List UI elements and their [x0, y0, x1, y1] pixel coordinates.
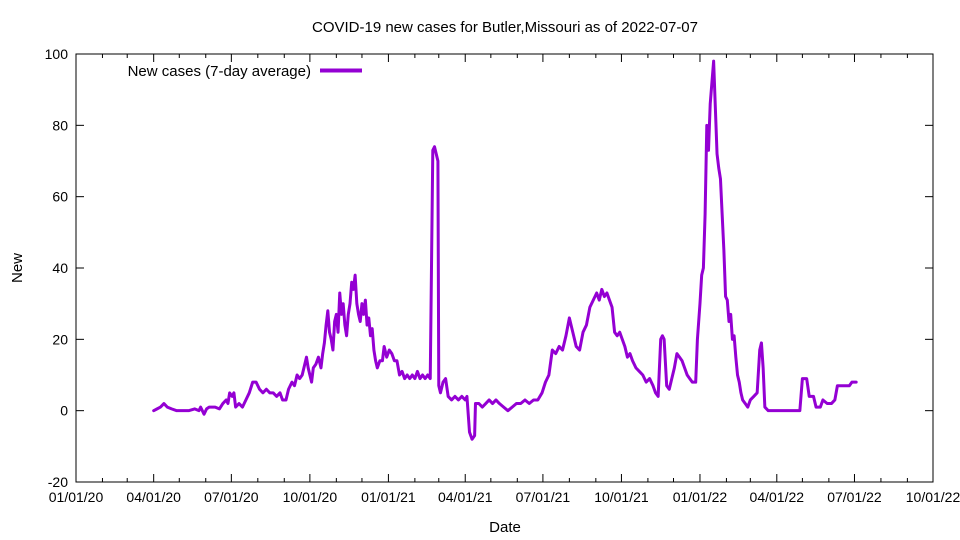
x-tick-label: 01/01/21: [361, 489, 416, 505]
x-tick-label: 07/01/20: [204, 489, 259, 505]
x-tick-label: 04/01/21: [438, 489, 493, 505]
plot-frame: [75, 53, 934, 483]
x-tick-label: 04/01/20: [126, 489, 181, 505]
x-tick-label: 07/01/21: [516, 489, 571, 505]
series-line-new-cases: [152, 59, 858, 441]
y-tick-label: 20: [52, 331, 68, 347]
legend-label: New cases (7-day average): [128, 63, 311, 80]
y-axis-tick-labels: -20 0 20 40 60 80 100: [45, 46, 69, 490]
y-tick-label: 60: [52, 189, 68, 205]
y-tick-label: 80: [52, 117, 68, 133]
x-tick-label: 10/01/20: [283, 489, 338, 505]
chart-title: COVID-19 new cases for Butler,Missouri a…: [312, 19, 698, 36]
x-tick-label: 10/01/22: [906, 489, 960, 505]
x-tick-label: 10/01/21: [594, 489, 649, 505]
x-tick-label: 01/01/20: [49, 489, 104, 505]
y-tick-label: -20: [48, 474, 68, 490]
y-tick-label: 0: [60, 403, 68, 419]
legend: New cases (7-day average): [128, 63, 362, 80]
y-tick-label: 100: [45, 46, 69, 62]
x-tick-label: 07/01/22: [827, 489, 882, 505]
y-tick-label: 40: [52, 260, 68, 276]
x-axis-tick-labels: 01/01/20 04/01/20 07/01/20 10/01/20 01/01/21…: [49, 489, 960, 505]
x-tick-label: 01/01/22: [673, 489, 728, 505]
x-tick-label: 04/01/22: [750, 489, 805, 505]
axis-ticks: [75, 53, 934, 483]
x-axis-label: Date: [489, 519, 521, 536]
y-axis-label: New: [9, 253, 26, 283]
